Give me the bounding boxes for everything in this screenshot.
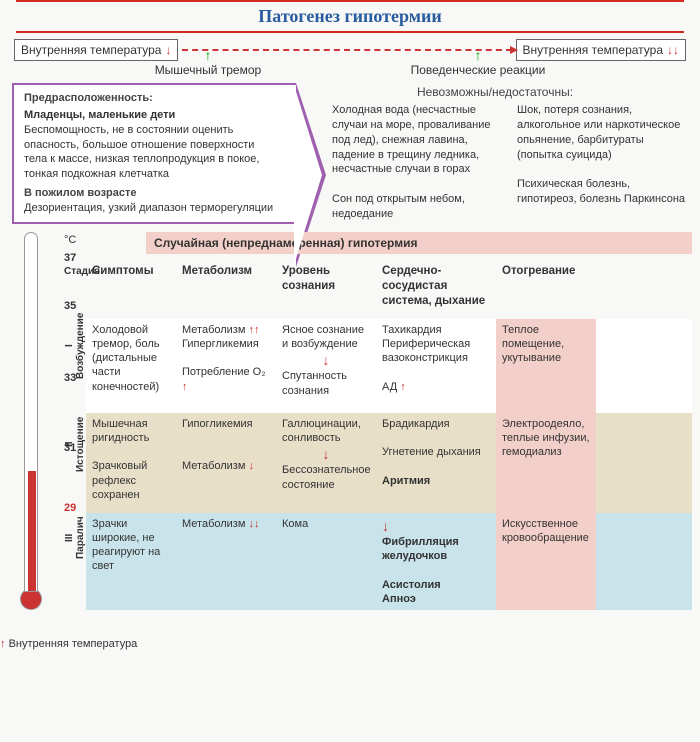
s3-met: Метаболизм ↓↓	[176, 513, 276, 611]
stage-3-label: IIIПаралич	[64, 500, 86, 576]
s3-sym: Зрачки широкие, не реагируют на свет	[86, 513, 176, 611]
arrow-up-icon: ↑	[400, 381, 406, 393]
left-temp-label: Внутренняя температура	[21, 43, 161, 57]
s3-cvs: ↓ Фибрилляция желудочков Асистолия Апноэ	[376, 513, 496, 611]
page-title: Патогенез гипотермии	[258, 6, 441, 26]
arrow-down-icon: ↓	[282, 445, 370, 463]
arrow-up-double-icon: ↑↑	[248, 324, 259, 336]
predis-infants-text: Беспомощность, не в состоянии оценить оп…	[24, 123, 274, 182]
stage1-row: Холодовой тремор, боль (дистальные части…	[86, 319, 692, 413]
s2-sym: Мышечная ригидность Зрачковый рефлекс со…	[86, 413, 176, 513]
s1-oto: Теплое помещение, укутывание	[496, 319, 596, 413]
flow-sub-row: Мышечный тремор Поведенческие реакции	[0, 63, 700, 77]
causes-wrap: Невозможны/недостаточны: Холодная вода (…	[304, 85, 686, 222]
thermo-caption: ↑ Внутренняя температура	[0, 638, 200, 650]
thermometer-column: °C 37 35 33 31 29 ↑ Внутренняя температу…	[0, 232, 60, 610]
s1-cvs: Тахикардия Периферическая вазоконстрикци…	[376, 319, 496, 413]
thermo-caption-text: Внутренняя температура	[9, 638, 138, 650]
dashed-arrow-icon	[182, 49, 511, 51]
s2-soz: Галлюцинации, сонливость ↓ Бессознательн…	[276, 413, 376, 513]
arrow-down-icon: ↓	[165, 43, 171, 57]
thermo-fill	[28, 471, 36, 591]
right-temp-box: Внутренняя температура ↓↓	[516, 39, 686, 61]
s1-met: Метаболизм ↑↑ Гипергликемия Потребление …	[176, 319, 276, 413]
stages-table: °C 37 35 33 31 29 ↑ Внутренняя температу…	[0, 232, 700, 610]
s2-cvs: Брадикардия Угнетение дыхания Аритмия	[376, 413, 496, 513]
tremor-label: Мышечный тремор	[155, 63, 262, 77]
hdr-consciousness: Уровень сознания	[276, 260, 376, 313]
arrow-down-icon: ↓	[282, 351, 370, 369]
page-root: Патогенез гипотермии Внутренняя температ…	[0, 0, 700, 610]
hdr-metabolism: Метаболизм	[176, 260, 276, 313]
predis-infants-bold: Младенцы, маленькие дети	[24, 109, 175, 121]
hdr-cardio: Сердечно-сосудистая система, дыхание	[376, 260, 496, 313]
chapeau: Случайная (непреднамеренная) гипотермия	[146, 232, 692, 254]
right-temp-label: Внутренняя температура	[523, 43, 663, 57]
arrow-down-icon: ↓	[382, 517, 490, 535]
stage-1-label: IВозбуждение	[64, 302, 86, 390]
stage-labels-column: Стадия IВозбуждение IIИстощение IIIПарал…	[60, 232, 86, 610]
causes-col-1: Холодная вода (несчастные случаи на море…	[332, 103, 501, 222]
thermo-body	[24, 232, 38, 592]
title-bar: Патогенез гипотермии	[16, 0, 684, 33]
mid-section: Предрасположенность: Младенцы, маленькие…	[0, 85, 700, 222]
predis-elderly-text: Дезориентация, узкий диапазон терморегул…	[24, 201, 274, 216]
causes-columns: Холодная вода (несчастные случаи на море…	[304, 103, 686, 222]
predis-elderly-bold: В пожилом возрасте	[24, 187, 137, 199]
left-temp-box: Внутренняя температура ↓	[14, 39, 178, 61]
table-header-row: Симптомы Метаболизм Уровень сознания Сер…	[86, 260, 692, 319]
s2-oto: Электроодеяло, теплые инфузии, гемодиали…	[496, 413, 596, 513]
s2-met: Гипогликемия Метаболизм ↓	[176, 413, 276, 513]
stage-2-label: IIИстощение	[64, 396, 86, 492]
s3-soz: Кома	[276, 513, 376, 611]
stadia-header: Стадия	[64, 266, 100, 277]
causes-heading: Невозможны/недостаточны:	[304, 85, 686, 99]
arrow-up-icon: ↑	[182, 381, 188, 393]
behavior-label: Поведенческие реакции	[411, 63, 546, 77]
arrow-down-double-icon: ↓↓	[667, 43, 679, 57]
predis-heading: Предрасположенность:	[24, 91, 274, 106]
main-table-body: Случайная (непреднамеренная) гипотермия …	[86, 232, 692, 610]
arrow-down-double-icon: ↓↓	[248, 518, 259, 530]
flow-top-row: Внутренняя температура ↓ Внутренняя темп…	[0, 39, 700, 61]
thermometer-icon: °C 37 35 33 31 29 ↑ Внутренняя температу…	[20, 232, 42, 632]
s3-oto: Искусственное кровообращение	[496, 513, 596, 611]
stage3-row: Зрачки широкие, не реагируют на свет Мет…	[86, 513, 692, 611]
arrow-up-icon: ↑	[0, 638, 6, 650]
predisposition-block: Предрасположенность: Младенцы, маленькие…	[14, 85, 294, 222]
s1-soz: Ясное сознание и возбуждение ↓ Спутаннос…	[276, 319, 376, 413]
causes-col-2: Шок, потеря сознания, алкогольное или на…	[517, 103, 686, 222]
stage2-row: Мышечная ригидность Зрачковый рефлекс со…	[86, 413, 692, 513]
s1-sym: Холодовой тремор, боль (дистальные части…	[86, 319, 176, 413]
arrow-down-icon: ↓	[248, 460, 254, 472]
hdr-rewarming: Отогревание	[496, 260, 596, 313]
